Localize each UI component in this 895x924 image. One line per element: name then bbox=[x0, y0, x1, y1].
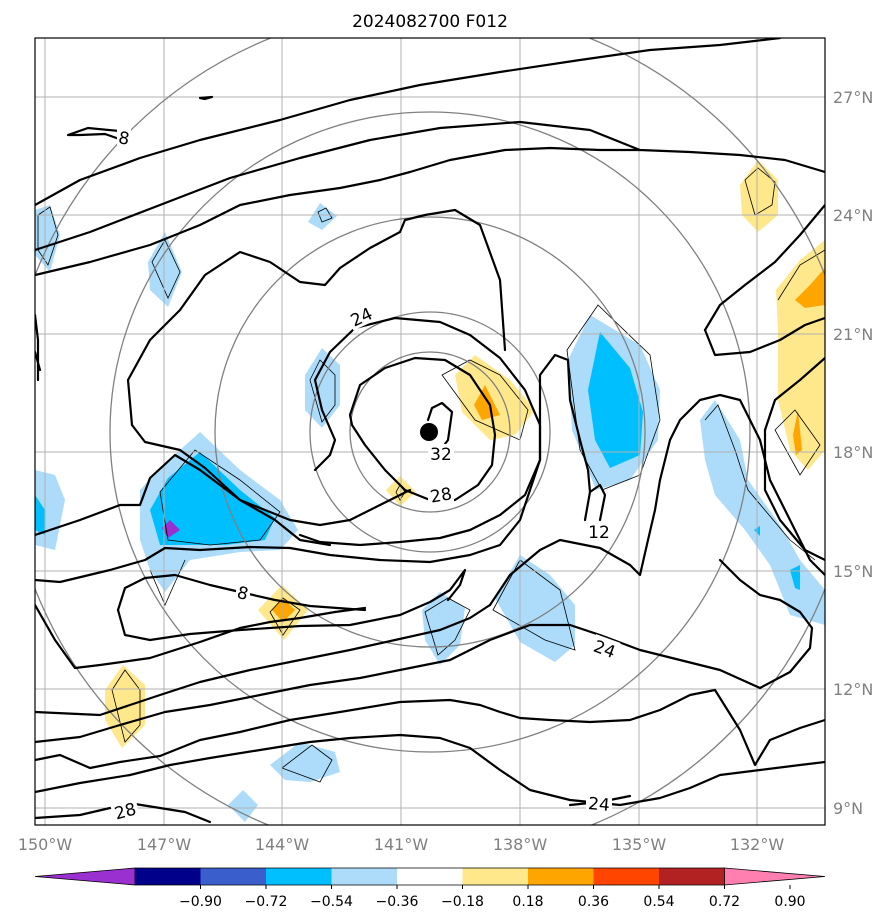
contour-label: 24 bbox=[587, 794, 610, 816]
range-rings bbox=[35, 38, 825, 825]
colorbar-segment bbox=[659, 868, 725, 885]
colorbar-tick-label: 0.54 bbox=[643, 894, 674, 910]
lat-label: 21°N bbox=[833, 325, 873, 344]
colorbar-frame bbox=[135, 867, 725, 886]
colorbar-tick-label: 0.18 bbox=[512, 894, 543, 910]
lon-label: 150°W bbox=[18, 835, 73, 854]
colorbar-tick-label: −0.18 bbox=[441, 894, 484, 910]
colorbar-tick-label: 0.36 bbox=[578, 894, 609, 910]
lon-tick-labels: 150°W 147°W 144°W 141°W 138°W 135°W 132°… bbox=[18, 835, 785, 854]
colorbar-segment bbox=[528, 868, 594, 885]
map-frame bbox=[34, 37, 826, 826]
colorbar-segment bbox=[331, 868, 398, 885]
contour-labels: 8 24 32 28 12 8 24 24 28 bbox=[109, 128, 621, 824]
figure-title: 2024082700 F012 bbox=[352, 12, 508, 32]
colorbar-segment bbox=[135, 868, 201, 885]
lon-label: 144°W bbox=[255, 835, 310, 854]
colorbar-segment bbox=[266, 868, 332, 885]
colorbar-tick-label: −0.36 bbox=[376, 894, 419, 910]
lat-label: 24°N bbox=[833, 206, 873, 225]
colorbar-segment bbox=[200, 868, 267, 885]
lon-label: 138°W bbox=[493, 835, 548, 854]
colorbar-tick-label: 0.72 bbox=[709, 894, 740, 910]
thin-contours bbox=[37, 167, 825, 783]
lon-label: 135°W bbox=[612, 835, 667, 854]
colorbar-extend-high bbox=[724, 867, 826, 886]
lat-tick-labels: 27°N 24°N 21°N 18°N 15°N 12°N 9°N bbox=[833, 88, 873, 818]
positive-shading bbox=[105, 160, 825, 748]
contour-label: 28 bbox=[429, 484, 454, 507]
colorbar-tick-label: −0.90 bbox=[179, 894, 222, 910]
lat-label: 9°N bbox=[833, 799, 863, 818]
contour-label: 12 bbox=[588, 523, 610, 543]
negative-shading bbox=[35, 203, 825, 822]
contour-label: 8 bbox=[117, 128, 131, 150]
colorbar-tick-label: 0.90 bbox=[774, 894, 805, 910]
contour-label: 8 bbox=[235, 583, 251, 605]
colorbar-segment bbox=[593, 868, 660, 885]
lat-label: 18°N bbox=[833, 443, 873, 462]
lat-label: 12°N bbox=[833, 680, 873, 699]
colorbar-segment bbox=[397, 868, 463, 885]
lat-label: 15°N bbox=[833, 562, 873, 581]
lon-label: 132°W bbox=[730, 835, 785, 854]
contour-label: 32 bbox=[430, 445, 452, 465]
lon-label: 147°W bbox=[137, 835, 192, 854]
lat-label: 27°N bbox=[833, 88, 873, 107]
lon-label: 141°W bbox=[374, 835, 429, 854]
colorbar-segment bbox=[462, 868, 529, 885]
bold-contours bbox=[35, 38, 825, 824]
storm-center-marker bbox=[420, 423, 438, 441]
colorbar-extend-low bbox=[34, 867, 136, 886]
colorbar: −0.90 −0.72 −0.54 −0.36 −0.18 0.18 0.36 0.54 0.7… bbox=[34, 867, 826, 910]
colorbar-tick-label: −0.54 bbox=[310, 894, 353, 910]
colorbar-tick-label: −0.72 bbox=[245, 894, 288, 910]
